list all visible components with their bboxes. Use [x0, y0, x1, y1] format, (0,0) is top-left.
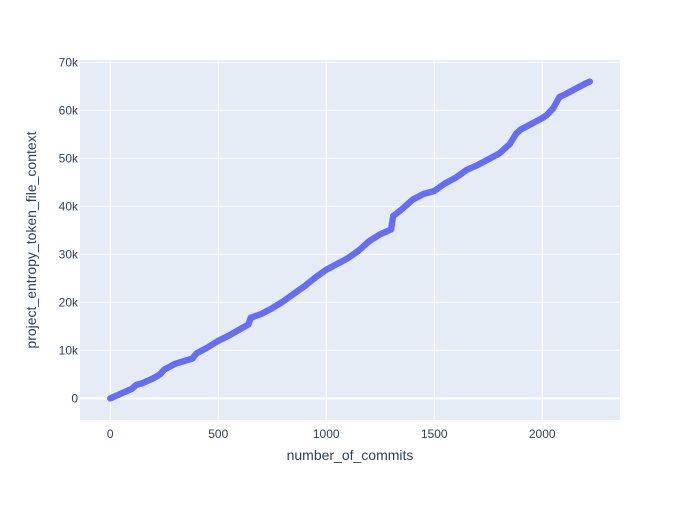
- x-tick-label: 1000: [313, 427, 340, 441]
- y-axis-title: project_entropy_token_file_context: [23, 131, 39, 348]
- x-axis-title: number_of_commits: [287, 447, 414, 463]
- series-commits-vs-entropy: [107, 78, 593, 402]
- plot-area: [80, 60, 620, 420]
- y-tick-label: 10k: [59, 343, 79, 357]
- y-tick-label: 0: [71, 391, 78, 405]
- data-point: [586, 78, 593, 85]
- y-tick-label: 70k: [59, 55, 79, 69]
- y-tick-label: 60k: [59, 103, 79, 117]
- y-tick-label: 20k: [59, 295, 79, 309]
- x-tick-label: 500: [208, 427, 228, 441]
- y-tick-label: 30k: [59, 247, 79, 261]
- y-tick-label: 40k: [59, 199, 79, 213]
- x-tick-label: 2000: [529, 427, 556, 441]
- x-tick-label: 1500: [421, 427, 448, 441]
- y-axis-ticks: 0 10k 20k 30k 40k 50k 60k 70k: [59, 55, 79, 405]
- y-tick-label: 50k: [59, 151, 79, 165]
- x-tick-label: 0: [107, 427, 114, 441]
- x-axis-ticks: 0 500 1000 1500 2000: [107, 427, 556, 441]
